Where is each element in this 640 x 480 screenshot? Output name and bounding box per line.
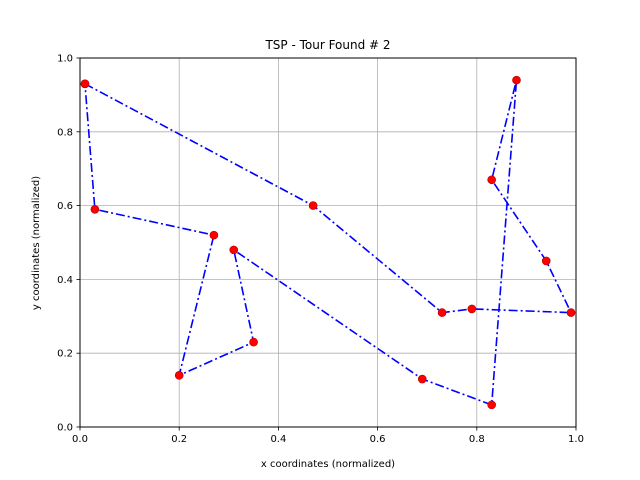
y-tick-label: 0.4 [57,275,73,286]
x-tick-label: 0.8 [469,434,485,445]
city-point [487,400,496,410]
city-point [512,75,521,85]
x-tick-label: 1.0 [568,434,584,445]
y-tick-label: 0.8 [57,127,73,138]
city-point [308,201,318,210]
city-point [467,304,477,314]
city-point [229,245,239,255]
y-tick-label: 1.0 [57,54,73,65]
y-axis-label: y coordinates (normalized) [31,176,42,310]
y-tick-label: 0.6 [57,201,73,212]
x-axis-ticks: 0.0 0.2 0.4 0.6 0.8 1.0 [72,427,584,445]
city-point [174,371,184,380]
city-point [249,337,258,347]
x-axis-label: x coordinates (normalized) [261,459,395,470]
chart-title: TSP - Tour Found # 2 [264,38,390,52]
city-point [487,175,496,185]
city-point [80,79,90,89]
x-tick-label: 0.0 [72,434,88,445]
city-point [90,204,100,214]
y-tick-label: 0.0 [57,423,73,434]
axes-frame [79,57,577,428]
y-tick-label: 0.2 [57,349,73,360]
city-point [437,308,447,317]
city-point [417,374,427,384]
city-point [209,230,219,240]
city-points [80,75,576,410]
x-tick-label: 0.4 [270,434,286,445]
city-point [541,256,551,266]
city-point [566,308,576,317]
x-tick-label: 0.2 [171,434,187,445]
x-tick-label: 0.6 [370,434,386,445]
y-axis-ticks: 0.0 0.2 0.4 0.6 0.8 1.0 [57,54,80,434]
tour-line [84,79,572,406]
tour-path [84,79,572,406]
